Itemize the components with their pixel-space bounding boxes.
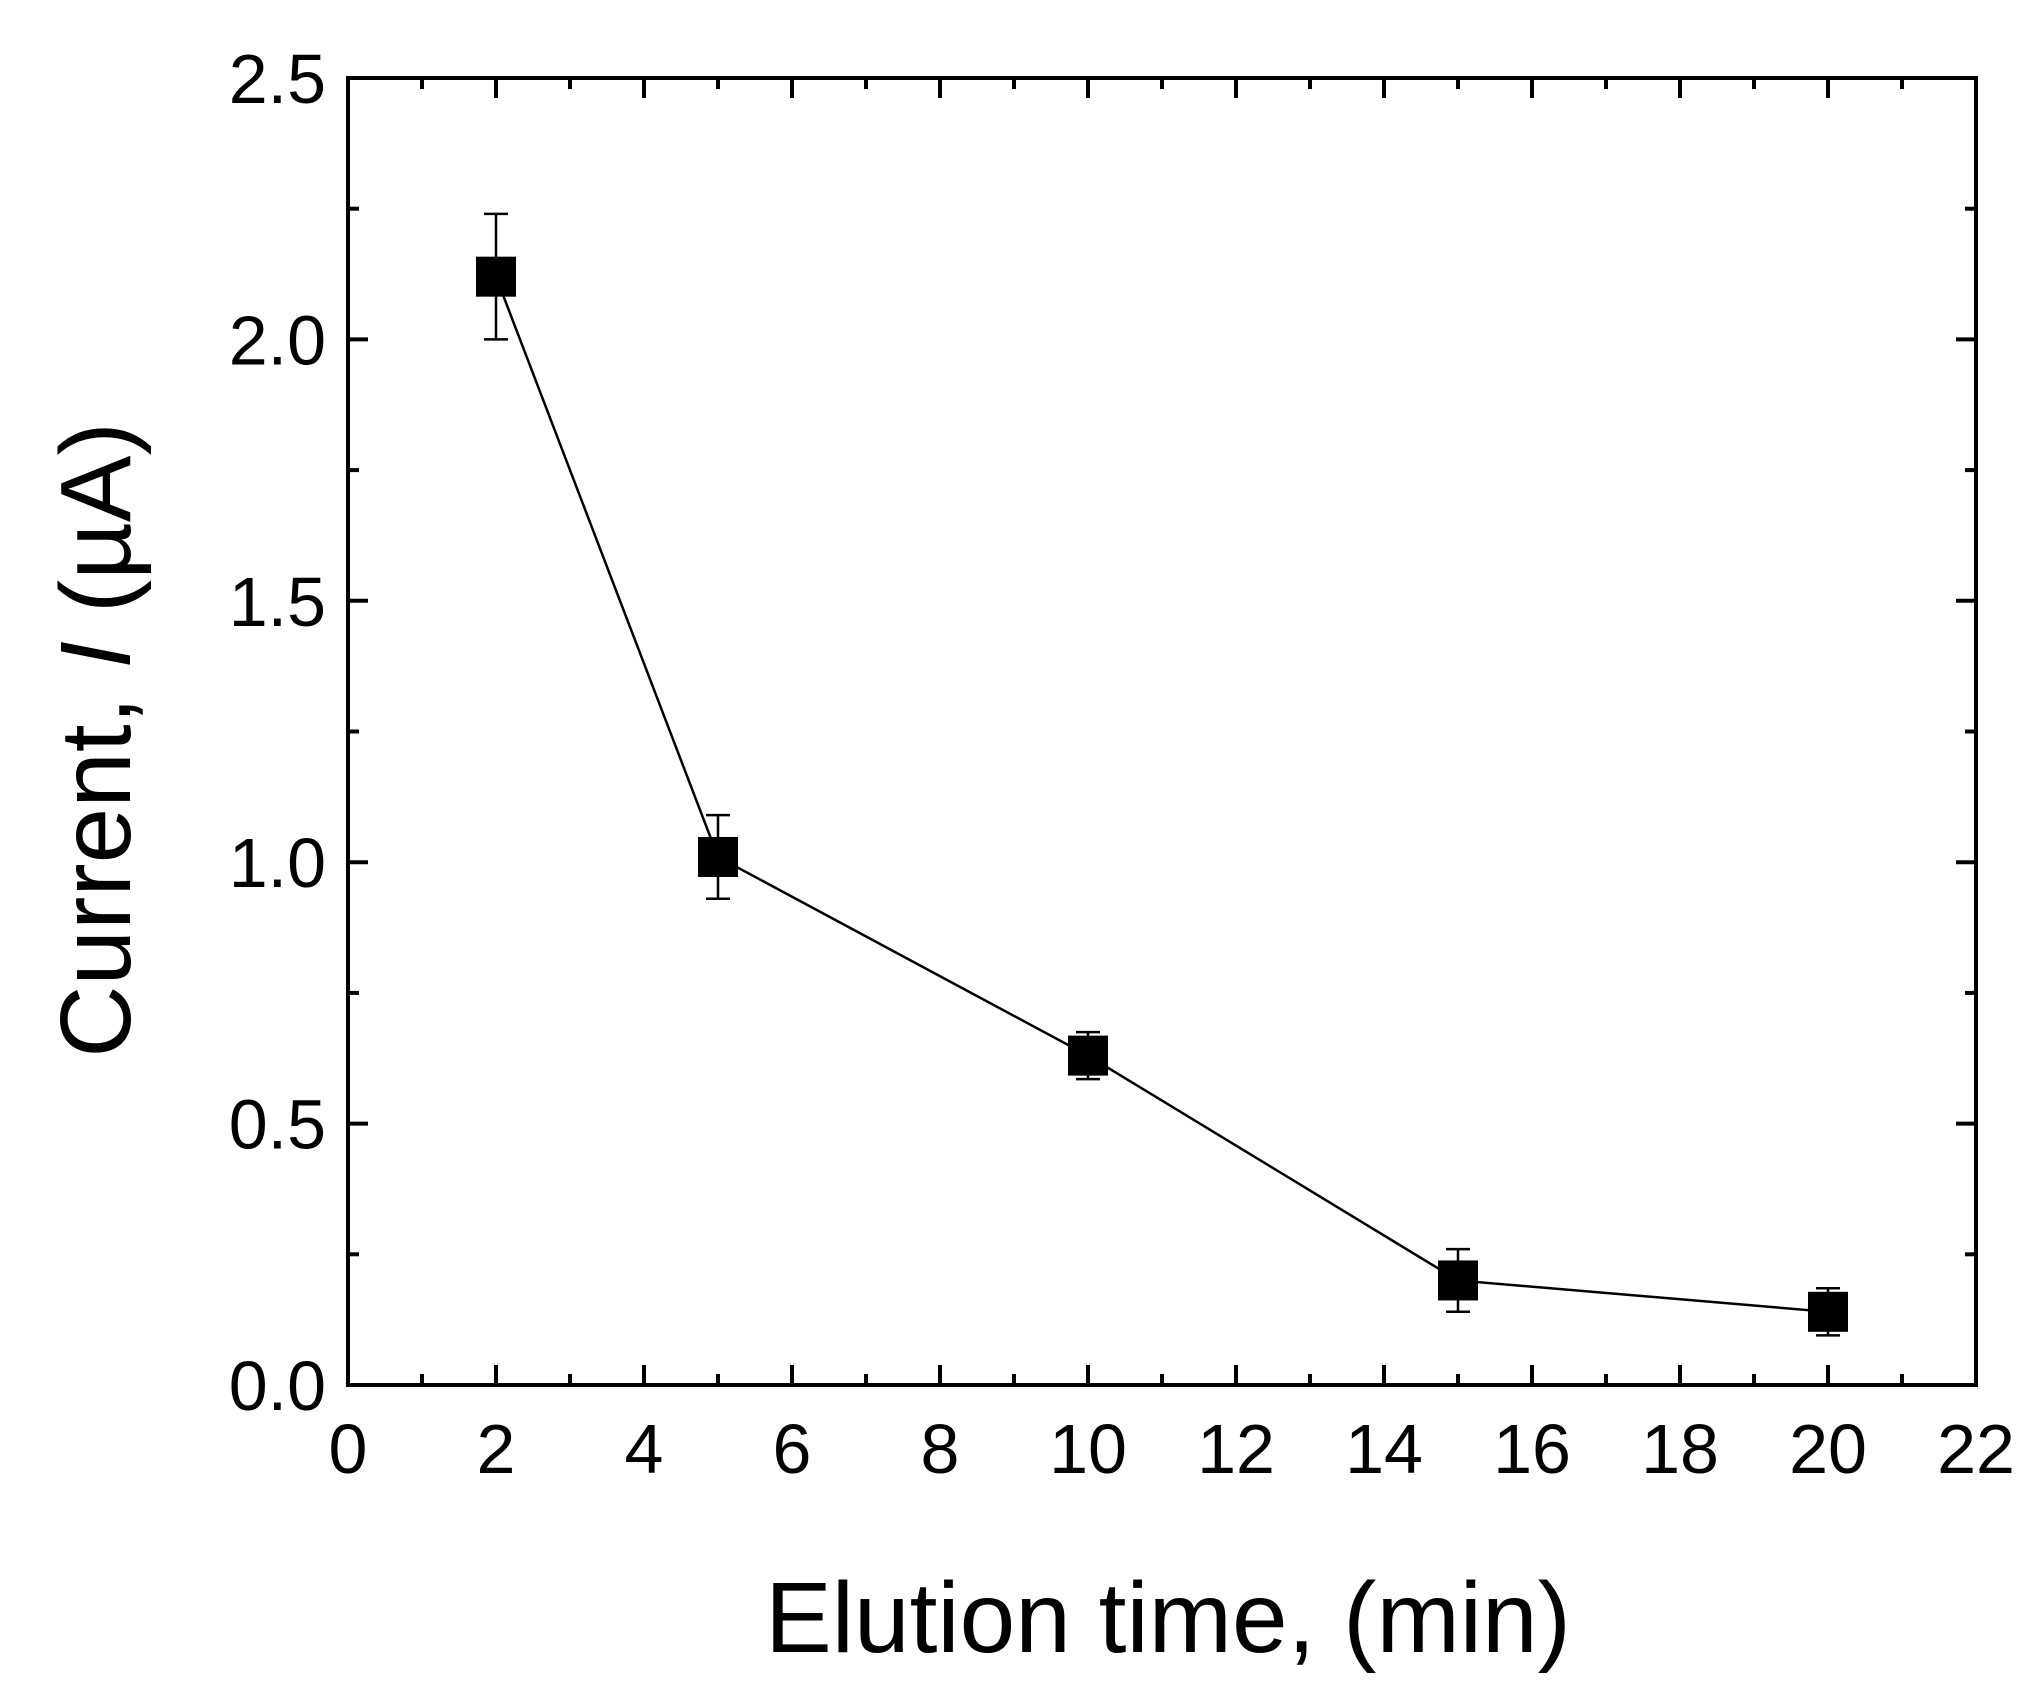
y-axis-title: Current, I (µA) — [40, 422, 152, 1058]
x-tick-label: 12 — [1197, 1410, 1275, 1488]
x-tick-label: 8 — [921, 1410, 960, 1488]
y-tick-label: 0.0 — [229, 1347, 326, 1425]
x-tick-label: 10 — [1049, 1410, 1127, 1488]
series-line — [494, 276, 1829, 1314]
y-tick-label: 2.5 — [229, 40, 326, 118]
data-point — [698, 836, 738, 877]
x-tick-label: 14 — [1345, 1410, 1423, 1488]
data-series — [476, 212, 1848, 1337]
plot-frame — [346, 76, 1978, 1387]
axes — [346, 76, 1978, 1387]
y-tick-label: 0.5 — [229, 1086, 326, 1164]
x-tick-label: 6 — [773, 1410, 812, 1488]
y-tick-label: 2.0 — [229, 301, 326, 379]
x-tick-label: 4 — [625, 1410, 664, 1488]
y-axis-title-prefix: Current, — [40, 669, 152, 1058]
x-tick-label: 16 — [1493, 1410, 1571, 1488]
data-point — [1808, 1291, 1848, 1332]
x-axis-title: Elution time, (min) — [765, 1562, 1571, 1674]
x-tick-label: 20 — [1789, 1410, 1867, 1488]
tick-labels: 0 2 4 6 8 10 12 14 16 18 20 22 0.0 0.5 1.0 1.5 2.0 2.5 — [229, 40, 2015, 1488]
y-tick-label: 1.5 — [229, 563, 326, 641]
x-tick-label: 0 — [329, 1410, 368, 1488]
y-axis-title-unit: (µA) — [40, 422, 152, 641]
x-tick-label: 2 — [477, 1410, 516, 1488]
x-tick-label: 22 — [1937, 1410, 2015, 1488]
x-tick-label: 18 — [1641, 1410, 1719, 1488]
y-tick-label: 1.0 — [229, 824, 326, 902]
data-point — [1068, 1035, 1108, 1076]
data-point — [476, 256, 516, 297]
data-point — [1438, 1260, 1478, 1301]
y-axis-title-symbol: I — [40, 641, 152, 669]
